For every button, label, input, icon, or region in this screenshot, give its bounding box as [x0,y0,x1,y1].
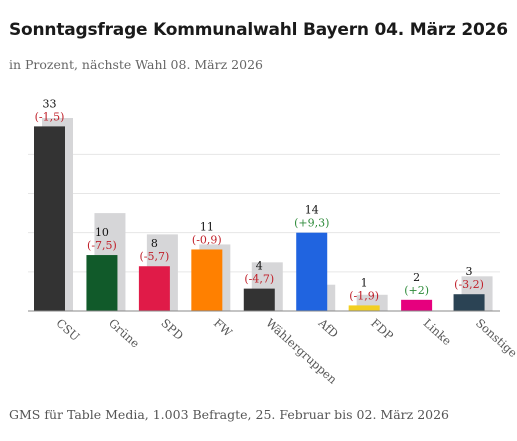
bar [401,299,433,311]
bar [348,305,380,311]
bar [296,232,328,311]
data-label: 14 [305,204,319,217]
category-label: Grüne [106,316,142,351]
change-label: (-4,7) [244,273,274,286]
data-label: 10 [95,226,109,239]
category-label: SPD [158,316,186,343]
change-label: (-3,2) [454,278,484,291]
data-label: 1 [361,276,368,289]
data-label: 33 [43,97,57,110]
source-note: GMS für Table Media, 1.003 Befragte, 25.… [9,407,450,422]
category-label: Sonstige [473,316,517,360]
chart-title: Sonntagsfrage Kommunalwahl Bayern 04. Mä… [9,20,508,40]
bar [138,266,170,311]
chart-subtitle: in Prozent, nächste Wahl 08. März 2026 [9,57,263,72]
change-label: (+9,3) [294,217,329,230]
category-label: FDP [368,316,396,343]
data-label: 8 [151,237,158,250]
change-label: (-1,9) [349,289,379,302]
data-label: 2 [413,271,420,284]
bar [86,255,118,311]
change-label: (-1,5) [35,110,65,123]
data-label: 4 [256,260,263,273]
category-label: FW [211,316,235,340]
data-label: 3 [466,265,473,278]
bar-chart: 33(-1,5) CSU 10(-7,5) Grüne 8(-5,7) SPD 11(-0,… [28,97,517,387]
bar [243,288,275,311]
category-label: AfD [315,315,341,341]
category-label: Linke [421,316,455,348]
change-label: (-5,7) [139,250,169,263]
data-label: 11 [200,220,214,233]
bar [191,249,223,311]
bar [453,294,485,311]
bar [34,126,65,312]
change-label: (-0,9) [192,233,222,246]
category-label: CSU [53,316,82,344]
change-label: (+2) [404,284,429,297]
change-label: (-7,5) [87,239,117,252]
